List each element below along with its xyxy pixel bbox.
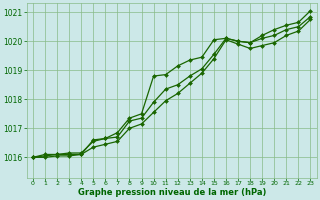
X-axis label: Graphe pression niveau de la mer (hPa): Graphe pression niveau de la mer (hPa) [77,188,266,197]
